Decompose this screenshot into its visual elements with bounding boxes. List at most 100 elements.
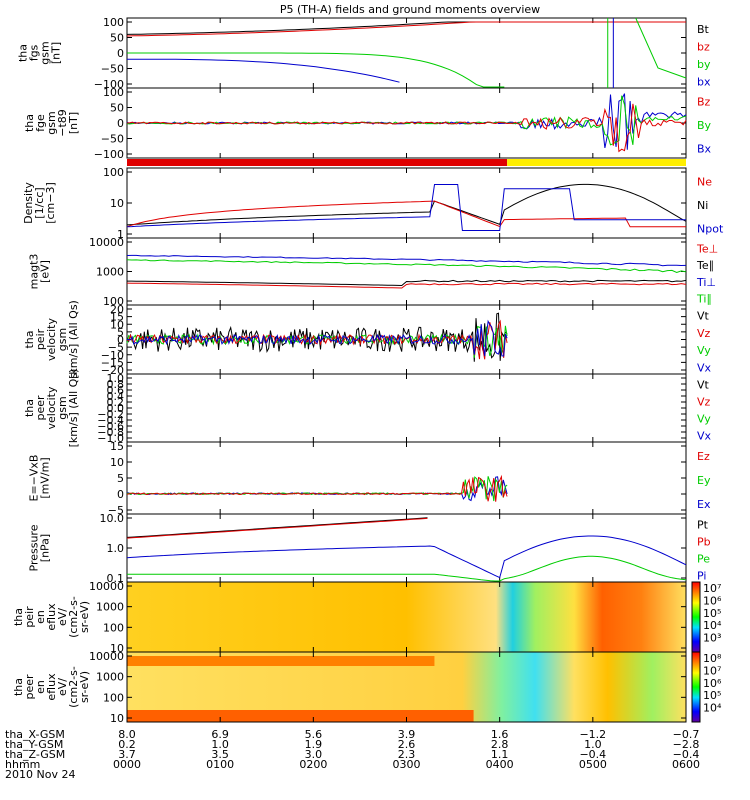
y-tick-label: 100 [103, 295, 124, 308]
y-tick-label: −50 [101, 63, 124, 76]
series-peir-blue [126, 319, 508, 357]
ephem-value: 2.8 [491, 738, 509, 751]
legend-Ey: Ey [697, 474, 711, 487]
y-tick-label: −0.2 [97, 408, 124, 421]
y-tick-label: 0.1 [107, 572, 125, 585]
panel-temp: 10000 1000 100 magt3[eV] Te⊥ Te∥ Ti⊥ Ti∥ [28, 236, 719, 308]
y-axis-label: thafgsgsm[nT] [17, 41, 63, 64]
series-E-green [126, 476, 508, 502]
y-tick-label: 10.0 [100, 512, 125, 525]
legend-Ne: Ne [697, 176, 712, 189]
y-tick-label: 100 [103, 621, 124, 634]
ephem-value: 2.6 [398, 738, 416, 751]
ephem-value: 0300 [393, 758, 421, 771]
y-tick-label: 100 [103, 86, 124, 99]
ephem-value: 8.0 [118, 728, 136, 741]
panel-efield: 15 10 5 0 −5 E=−VxB[mV/m] Ez Ey Ex [28, 440, 711, 517]
y-tick-label: 1 [117, 228, 124, 241]
ephem-value: 0000 [113, 758, 141, 771]
y-tick-label: 0.0 [107, 402, 125, 415]
legend-bz: bz [697, 40, 710, 53]
colorbar-label: 10⁷ [703, 582, 721, 595]
panel-frame [126, 373, 687, 443]
panel-frame [126, 441, 687, 515]
legend-Te⊥: Te⊥ [696, 242, 718, 255]
y-tick-label: −1.0 [97, 432, 124, 445]
ephem-value: 2.3 [398, 748, 416, 761]
y-tick-label: 5 [117, 326, 124, 339]
series-bx [127, 58, 400, 83]
colorbar-label: 10⁴ [703, 619, 722, 632]
y-tick-label: −50 [101, 133, 124, 146]
spectrogram-band [127, 656, 435, 666]
colorbar [691, 651, 701, 723]
legend-Vz: Vz [697, 327, 711, 340]
series-fge-red [126, 103, 687, 153]
y-tick-label: 1.0 [107, 372, 125, 385]
series-Ni [126, 183, 687, 226]
ephem-value: 0600 [672, 758, 700, 771]
y-tick-label: 15 [110, 440, 124, 453]
series-Pb [126, 517, 428, 539]
panel-frame [126, 237, 687, 306]
ephem-value: 0100 [206, 758, 234, 771]
y-tick-label: 0 [117, 47, 124, 60]
y-axis-label: thapeirvelocitygsm[km/s] (All Qs) [23, 300, 80, 379]
series-Pe [127, 555, 687, 582]
y-tick-label: 50 [110, 102, 124, 115]
y-tick-label: 20 [110, 303, 124, 316]
series-Te-par [127, 279, 687, 287]
y-tick-label: 10 [110, 456, 124, 469]
legend-Ti∥: Ti∥ [696, 293, 712, 306]
y-tick-label: 10 [110, 642, 124, 655]
ephem-label: tha_Y-GSM [5, 738, 63, 751]
ephem-value: 3.7 [118, 748, 136, 761]
series-by-tail [635, 17, 687, 79]
y-tick-label: −100 [94, 78, 124, 91]
y-tick-label: −0.8 [97, 426, 124, 439]
ephem-value: 1.6 [491, 728, 509, 741]
series-Pi [126, 535, 687, 579]
y-tick-label: 1000 [96, 671, 124, 684]
series-Te-perp [126, 282, 687, 289]
y-tick-label: 0.8 [107, 378, 125, 391]
ephem-value: 1.0 [211, 738, 229, 751]
y-axis-label: Density[1/cc][cm−3] [22, 182, 57, 224]
colorbar-label: 10³ [703, 632, 721, 645]
y-tick-label: 0 [117, 117, 124, 130]
ephem-value: −0.4 [579, 748, 606, 761]
y-tick-label: −5 [108, 341, 124, 354]
colorbar-label: 10⁴ [703, 702, 722, 715]
ephem-value: −0.4 [673, 748, 700, 761]
y-tick-label: 50 [110, 32, 124, 45]
series-Ti-perp [126, 254, 687, 267]
ephem-value: 3.0 [305, 748, 323, 761]
y-axis-label: E=−VxB[mV/m] [28, 455, 52, 502]
colorbar-label: 10⁶ [703, 594, 722, 607]
status-bar-red [127, 159, 508, 166]
panel-fge: 100 50 0 −50 −100 thafgegsm−t89[nT] Bz By Bx [23, 86, 712, 161]
panel-frame [126, 167, 687, 239]
y-axis-label: thapeerenefluxeV/(cm2-s-sr-eV) [12, 666, 91, 708]
y-axis-label: thafgegsm−t89[nT] [23, 109, 80, 137]
series-peir-red [126, 319, 508, 360]
legend-bx: bx [697, 75, 711, 88]
legend-Pb: Pb [697, 536, 711, 549]
panel-frame [126, 513, 687, 583]
y-tick-label: 1000 [96, 266, 124, 279]
y-tick-label: 10000 [89, 580, 124, 593]
y-axis-label: Pressure[nPa] [28, 524, 52, 571]
date-label: 2010 Nov 24 [5, 768, 75, 781]
series-Pt [126, 517, 428, 538]
panel-peir_en: 10000 1000 100 10 thapeirenefluxeV/(cm2-s-sr… [12, 580, 722, 655]
series-Npot [126, 184, 686, 231]
colorbar-label: 10⁵ [703, 689, 721, 702]
y-tick-label: 100 [103, 166, 124, 179]
ephem-value: 6.9 [211, 728, 229, 741]
spectrogram-band [127, 710, 474, 722]
panel-peer_en: 10000 1000 100 10 thapeerenefluxeV/(cm2-s-sr… [12, 650, 722, 725]
series-by [127, 52, 505, 88]
ephem-value: 3.9 [398, 728, 416, 741]
legend-Vy: Vy [697, 344, 711, 357]
spectrogram-ion [127, 582, 686, 652]
